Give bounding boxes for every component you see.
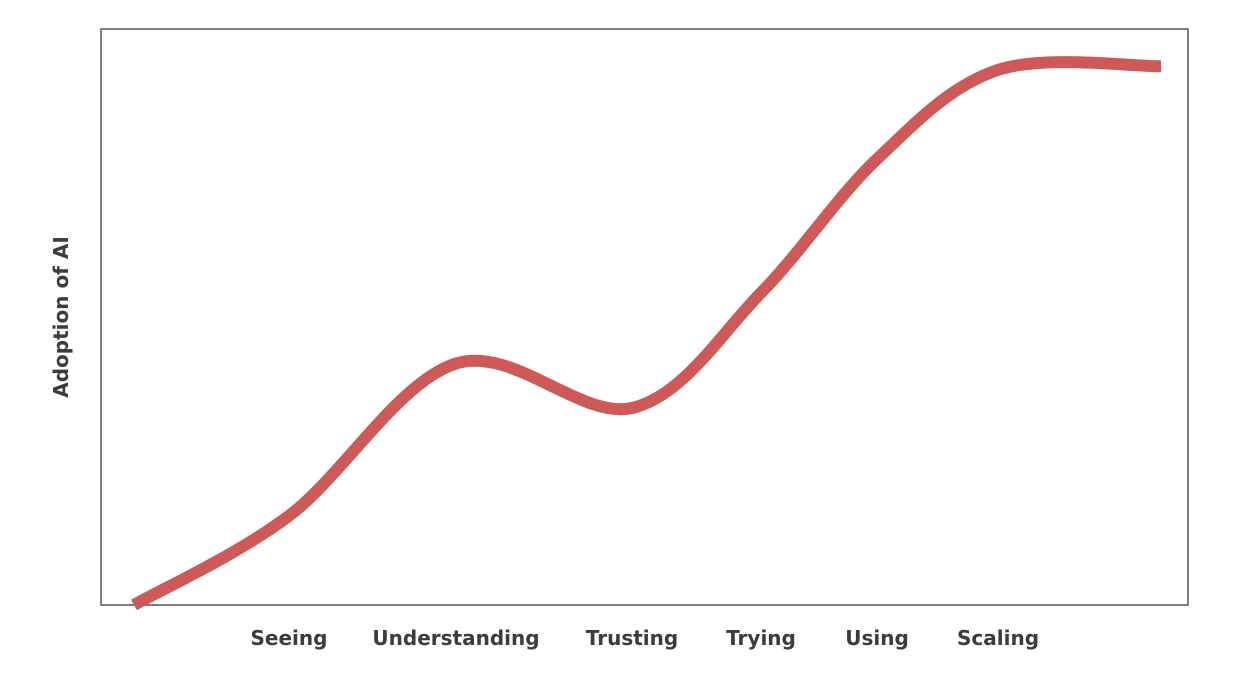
series-line: [131, 56, 1162, 611]
x-tick-label: Seeing: [251, 626, 328, 650]
y-axis-label: Adoption of AI: [49, 236, 73, 398]
x-tick-labels: Seeing Understanding Trusting Trying Using Sc…: [251, 626, 1039, 650]
x-tick-label: Scaling: [957, 626, 1039, 650]
x-tick-label: Understanding: [372, 626, 539, 650]
plot-area: [100, 28, 1189, 606]
x-tick-label: Using: [845, 626, 909, 650]
x-tick-label: Trying: [726, 626, 796, 650]
x-tick-label: Trusting: [586, 626, 678, 650]
series-layer: [131, 56, 1162, 611]
